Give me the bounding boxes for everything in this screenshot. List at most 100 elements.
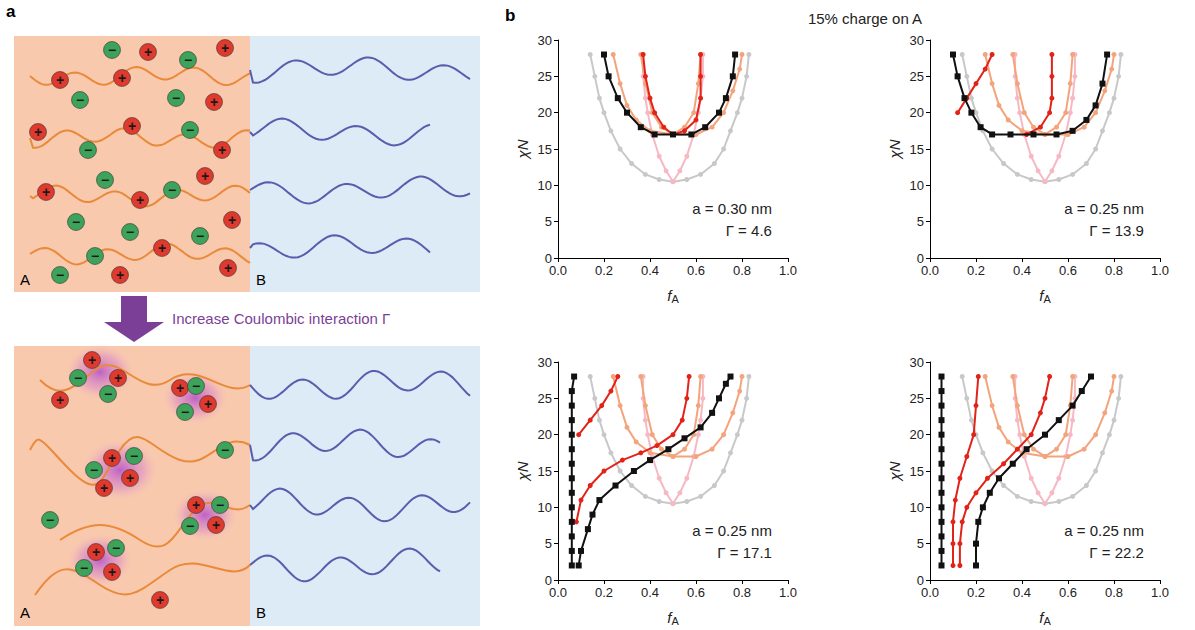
svg-text:−: − <box>108 42 116 58</box>
svg-text:−: − <box>46 512 54 528</box>
svg-text:+: + <box>192 497 200 513</box>
svg-text:A: A <box>1043 615 1051 627</box>
svg-text:0.4: 0.4 <box>1013 263 1031 278</box>
svg-text:b: b <box>505 6 515 25</box>
svg-text:1.0: 1.0 <box>1151 585 1169 600</box>
svg-text:1.0: 1.0 <box>779 263 797 278</box>
svg-text:5: 5 <box>545 536 552 551</box>
svg-text:χN: χN <box>514 461 531 482</box>
svg-text:15: 15 <box>910 142 924 157</box>
svg-text:Γ = 13.9: Γ = 13.9 <box>1089 222 1144 239</box>
svg-text:0.2: 0.2 <box>967 263 985 278</box>
svg-text:−: − <box>186 518 194 534</box>
svg-text:A: A <box>20 604 30 621</box>
svg-text:20: 20 <box>910 427 924 442</box>
svg-text:0.4: 0.4 <box>641 263 659 278</box>
svg-text:1.0: 1.0 <box>1151 263 1169 278</box>
svg-text:25: 25 <box>910 69 924 84</box>
svg-text:−: − <box>196 228 204 244</box>
svg-text:χN: χN <box>886 461 903 482</box>
svg-text:10: 10 <box>538 178 552 193</box>
svg-text:0.2: 0.2 <box>595 263 613 278</box>
svg-text:−: − <box>104 386 112 402</box>
svg-text:−: − <box>221 442 229 458</box>
svg-text:0.2: 0.2 <box>595 585 613 600</box>
svg-text:10: 10 <box>910 178 924 193</box>
svg-text:a = 0.30 nm: a = 0.30 nm <box>692 200 772 217</box>
svg-text:A: A <box>671 615 679 627</box>
svg-text:−: − <box>72 214 80 230</box>
svg-text:25: 25 <box>910 391 924 406</box>
svg-text:30: 30 <box>910 33 924 48</box>
svg-text:−: − <box>91 248 99 264</box>
svg-text:+: + <box>212 517 220 533</box>
svg-text:0.8: 0.8 <box>733 263 751 278</box>
svg-text:B: B <box>256 271 266 288</box>
svg-text:+: + <box>88 352 96 368</box>
svg-text:20: 20 <box>538 105 552 120</box>
svg-text:25: 25 <box>538 391 552 406</box>
svg-text:0.8: 0.8 <box>1105 585 1123 600</box>
svg-text:5: 5 <box>545 214 552 229</box>
svg-text:a: a <box>6 2 16 21</box>
svg-text:+: + <box>92 544 100 560</box>
svg-text:B: B <box>256 604 266 621</box>
svg-text:−: − <box>168 182 176 198</box>
svg-text:+: + <box>158 240 166 256</box>
svg-text:−: − <box>101 172 109 188</box>
svg-text:20: 20 <box>538 427 552 442</box>
svg-text:+: + <box>201 168 209 184</box>
svg-text:+: + <box>42 184 50 200</box>
svg-text:30: 30 <box>538 33 552 48</box>
svg-text:+: + <box>114 370 122 386</box>
svg-text:Γ = 17.1: Γ = 17.1 <box>717 544 772 561</box>
svg-text:−: − <box>216 497 224 513</box>
svg-text:+: + <box>126 470 134 486</box>
svg-text:+: + <box>56 72 64 88</box>
svg-text:+: + <box>221 40 229 56</box>
svg-text:20: 20 <box>910 105 924 120</box>
svg-text:5: 5 <box>917 536 924 551</box>
svg-text:0.0: 0.0 <box>549 585 567 600</box>
svg-text:+: + <box>108 450 116 466</box>
svg-text:A: A <box>20 271 30 288</box>
svg-text:−: − <box>74 370 82 386</box>
svg-text:0.6: 0.6 <box>687 585 705 600</box>
svg-text:χN: χN <box>886 139 903 160</box>
svg-text:−: − <box>56 267 64 283</box>
svg-text:15: 15 <box>538 142 552 157</box>
svg-text:0.0: 0.0 <box>921 585 939 600</box>
svg-text:0.8: 0.8 <box>733 585 751 600</box>
svg-text:0.8: 0.8 <box>1105 263 1123 278</box>
svg-text:+: + <box>210 94 218 110</box>
svg-text:−: − <box>184 52 192 68</box>
svg-text:1.0: 1.0 <box>779 585 797 600</box>
svg-text:30: 30 <box>538 355 552 370</box>
svg-text:15: 15 <box>910 464 924 479</box>
svg-text:χN: χN <box>514 139 531 160</box>
svg-text:Γ = 22.2: Γ = 22.2 <box>1089 544 1144 561</box>
svg-text:15: 15 <box>538 464 552 479</box>
svg-text:0.0: 0.0 <box>921 263 939 278</box>
svg-text:0.4: 0.4 <box>641 585 659 600</box>
svg-text:−: − <box>112 540 120 556</box>
svg-text:0.2: 0.2 <box>967 585 985 600</box>
svg-text:a = 0.25 nm: a = 0.25 nm <box>1064 200 1144 217</box>
svg-text:+: + <box>56 392 64 408</box>
svg-text:−: − <box>76 92 84 108</box>
svg-text:+: + <box>176 380 184 396</box>
svg-text:+: + <box>136 192 144 208</box>
svg-text:0.6: 0.6 <box>687 263 705 278</box>
svg-text:Γ = 4.6: Γ = 4.6 <box>726 222 772 239</box>
svg-text:0.0: 0.0 <box>549 263 567 278</box>
svg-text:−: − <box>80 560 88 576</box>
svg-text:30: 30 <box>910 355 924 370</box>
svg-text:+: + <box>224 260 232 276</box>
svg-text:+: + <box>128 118 136 134</box>
svg-text:A: A <box>1043 293 1051 305</box>
svg-text:−: − <box>130 448 138 464</box>
svg-text:+: + <box>116 267 124 283</box>
svg-text:a = 0.25 nm: a = 0.25 nm <box>692 522 772 539</box>
svg-text:Increase Coulombic interaction: Increase Coulombic interaction Γ <box>172 310 390 327</box>
svg-text:+: + <box>34 124 42 140</box>
